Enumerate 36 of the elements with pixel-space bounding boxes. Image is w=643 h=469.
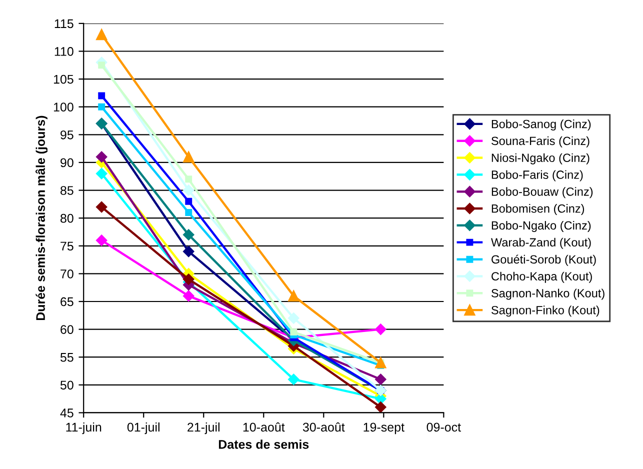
x-tick-label: 30-août	[302, 422, 345, 432]
y-tick-label: 65	[60, 297, 74, 306]
y-tick-label: 90	[60, 158, 74, 168]
y-tick-label: 100	[54, 102, 74, 112]
x-tick-label: 21-juil	[188, 422, 220, 434]
legend-label: Bobo-Ngako (Cinz)	[492, 220, 591, 232]
x-tick-label: 01-juil	[127, 422, 160, 434]
x-axis-title: Dates de semis	[218, 440, 309, 449]
y-tick-label: 55	[60, 353, 74, 362]
legend-label: Sagnon-Nanko (Kout)	[491, 288, 604, 300]
y-tick-label: 80	[60, 214, 74, 223]
legend-label: Bobomisen (Cinz)	[492, 204, 584, 216]
x-tick-label: 09-oct	[426, 422, 461, 432]
y-axis-title: Durée semis-floraison mâle (jours)	[36, 116, 48, 320]
y-tick-label: 85	[60, 186, 74, 195]
y-tick-label: 75	[60, 242, 74, 251]
y-tick-label: 110	[54, 47, 74, 56]
legend-label: Bobo-Sanog (Cinz)	[492, 120, 591, 131]
legend-label: Choho-Kapa (Kout)	[492, 272, 592, 283]
legend-label: Souna-Faris (Cinz)	[491, 136, 590, 148]
y-tick-label: 50	[60, 380, 74, 390]
x-tick-label: 11-juin	[66, 422, 102, 434]
legend-label: Gouéti-Sorob (Kout)	[492, 254, 596, 266]
x-tick-label: 10-août	[243, 422, 285, 432]
legend-label: Warab-Zand (Kout)	[491, 238, 591, 249]
y-tick-label: 45	[60, 408, 74, 418]
legend-label: Bobo-Faris (Cinz)	[492, 170, 583, 182]
y-tick-label: 95	[60, 130, 74, 140]
y-tick-label: 115	[54, 19, 74, 28]
y-tick-label: 70	[60, 269, 74, 278]
legend-label: Niosi-Ngako (Cinz)	[492, 153, 590, 164]
y-tick-label: 60	[60, 325, 74, 334]
y-tick-label: 105	[54, 74, 74, 84]
legend-label: Bobo-Bouaw (Cinz)	[492, 187, 593, 198]
legend-label: Sagnon-Finko (Kout)	[491, 306, 600, 317]
x-tick-label: 19-sept	[364, 422, 404, 434]
